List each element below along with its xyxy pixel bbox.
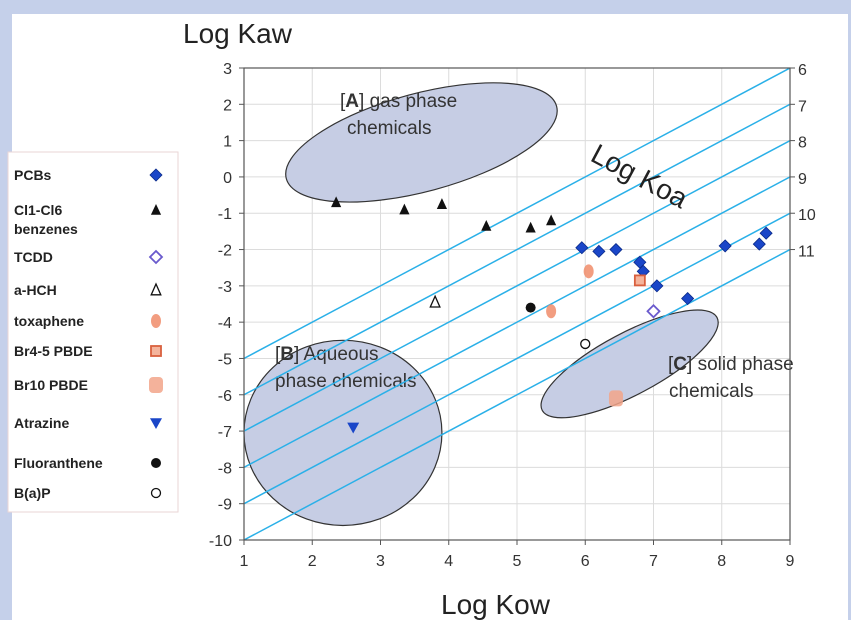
x-tick-label: 5 [513, 553, 522, 570]
legend-marker [151, 458, 161, 468]
point-pcbs [759, 226, 773, 240]
legend-label: Br10 PBDE [14, 377, 88, 393]
region-label-b-line2: phase chemicals [275, 371, 417, 392]
legend-label: Br4-5 PBDE [14, 343, 93, 359]
legend-marker [148, 249, 164, 265]
regions: [A] gas phase chemicals [B] Aqueous phase c… [243, 82, 794, 527]
point-pcbs [752, 237, 766, 251]
point-fluoranthene [525, 302, 536, 313]
koa-tick-label: 11 [798, 244, 815, 261]
legend-label: Atrazine [14, 415, 69, 431]
legend-label: PCBs [14, 167, 52, 183]
legend-label: a-HCH [14, 282, 57, 298]
point-atrazine [347, 422, 360, 434]
legend-marker [150, 282, 162, 296]
y-tick-label: 2 [223, 97, 232, 114]
koa-line [244, 68, 790, 360]
point-pcbs [592, 244, 606, 258]
koa-tick-label: 10 [798, 207, 816, 224]
point-tcdd [646, 303, 661, 319]
tick-labels: 1 2 3 4 5 6 7 8 9 3 2 1 0 -1 -2 -3 -4 -5 -6 -7 -8 -9 -10 [209, 61, 795, 570]
point-br4-5-pbde [633, 274, 646, 287]
koa-tick-label: 7 [798, 98, 807, 115]
point-pcbs [650, 279, 664, 293]
legend-marker [149, 168, 163, 182]
x-tick-label: 6 [581, 553, 590, 570]
legend-marker [150, 418, 162, 429]
x-tick-label: 9 [786, 553, 795, 570]
region-ellipse-c [540, 309, 719, 419]
koa-line [244, 103, 790, 396]
koa-tick-label: 8 [798, 135, 807, 152]
legend-marker [150, 204, 162, 215]
region-label-c-line2: chemicals [669, 381, 753, 402]
legend-marker [151, 314, 161, 328]
legend: PCBs Cl1-Cl6 benzenes TCDD a-HCH toxaphene Br4… [7, 151, 179, 513]
y-tick-label: -8 [218, 460, 232, 477]
point-pcbs [718, 239, 732, 253]
koa-tick-label: 6 [798, 62, 807, 79]
point-cl1-cl6-benzenes [481, 219, 492, 231]
x-tick-label: 4 [444, 553, 453, 570]
y-tick-label: -6 [218, 388, 232, 405]
point-a-hch [429, 294, 441, 308]
legend-label: TCDD [14, 249, 53, 265]
koa-line [244, 212, 790, 505]
legend-box [7, 151, 179, 513]
y-tick-label: -9 [218, 497, 232, 514]
region-label-a-line2: chemicals [347, 118, 431, 139]
region-ellipse-a [285, 82, 558, 203]
koa-lines [244, 68, 790, 540]
koa-tick-labels: 6 7 8 9 10 11 [790, 62, 816, 261]
point-cl1-cl6-benzenes [331, 196, 342, 208]
y-tick-label: -1 [218, 206, 232, 223]
point-pcbs [609, 242, 623, 257]
legend-marker [150, 487, 162, 499]
legend-label: toxaphene [14, 313, 84, 329]
point-toxaphene [546, 304, 557, 319]
y-tick-label: -10 [209, 533, 232, 550]
koa-tick-label: 9 [798, 171, 807, 188]
region-label-a: [A] gas phase [340, 91, 457, 112]
region-ellipse-b [243, 339, 443, 527]
y-axis-title: Log Kaw [183, 18, 293, 49]
x-tick-label: 8 [717, 553, 726, 570]
point-cl1-cl6-benzenes [525, 221, 536, 233]
point-b-a-p [580, 338, 591, 350]
point-cl1-cl6-benzenes [399, 203, 410, 215]
y-tick-label: -4 [218, 315, 232, 332]
koa-line [244, 248, 790, 540]
region-label-c: [C] solid phase [668, 354, 794, 375]
x-tick-label: 2 [308, 553, 317, 570]
x-tick-label: 3 [376, 553, 385, 570]
legend-label: Cl1-Cl6 benzenes [14, 202, 78, 237]
y-tick-label: -5 [218, 351, 232, 368]
y-tick-label: 1 [223, 134, 232, 151]
y-tick-label: -7 [218, 424, 232, 441]
point-br10-pbde [608, 390, 623, 407]
legend-marker [149, 377, 163, 393]
y-tick-label: -2 [218, 243, 232, 260]
region-label-b: [B] Aqueous [275, 344, 379, 365]
y-tick-label: -3 [218, 279, 232, 296]
point-pcbs [575, 241, 589, 255]
legend-label: B(a)P [14, 485, 51, 501]
y-tick-label: 0 [223, 170, 232, 187]
data-points [331, 196, 773, 434]
point-cl1-cl6-benzenes [546, 214, 557, 226]
legend-marker [150, 345, 162, 357]
x-tick-label: 1 [240, 553, 249, 570]
y-tick-label: 3 [223, 61, 232, 78]
koa-line [244, 176, 790, 469]
point-pcbs [681, 291, 695, 306]
x-axis-title: Log Kow [441, 589, 551, 620]
x-tick-label: 7 [649, 553, 658, 570]
point-cl1-cl6-benzenes [436, 198, 448, 209]
point-toxaphene [583, 264, 594, 279]
koa-line [244, 139, 790, 432]
legend-label: Fluoranthene [14, 455, 103, 471]
